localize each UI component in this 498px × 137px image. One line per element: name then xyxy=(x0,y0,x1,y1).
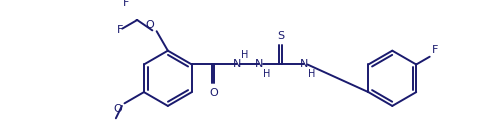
Text: O: O xyxy=(113,104,122,114)
Text: H: H xyxy=(308,69,316,79)
Text: S: S xyxy=(277,31,284,41)
Text: H: H xyxy=(263,69,271,79)
Text: N: N xyxy=(255,59,263,69)
Text: N: N xyxy=(300,59,308,69)
Text: N: N xyxy=(233,59,241,69)
Text: F: F xyxy=(123,0,129,8)
Text: F: F xyxy=(117,25,123,35)
Text: F: F xyxy=(432,45,439,55)
Text: H: H xyxy=(241,50,249,60)
Text: O: O xyxy=(209,88,218,98)
Text: O: O xyxy=(145,19,154,29)
